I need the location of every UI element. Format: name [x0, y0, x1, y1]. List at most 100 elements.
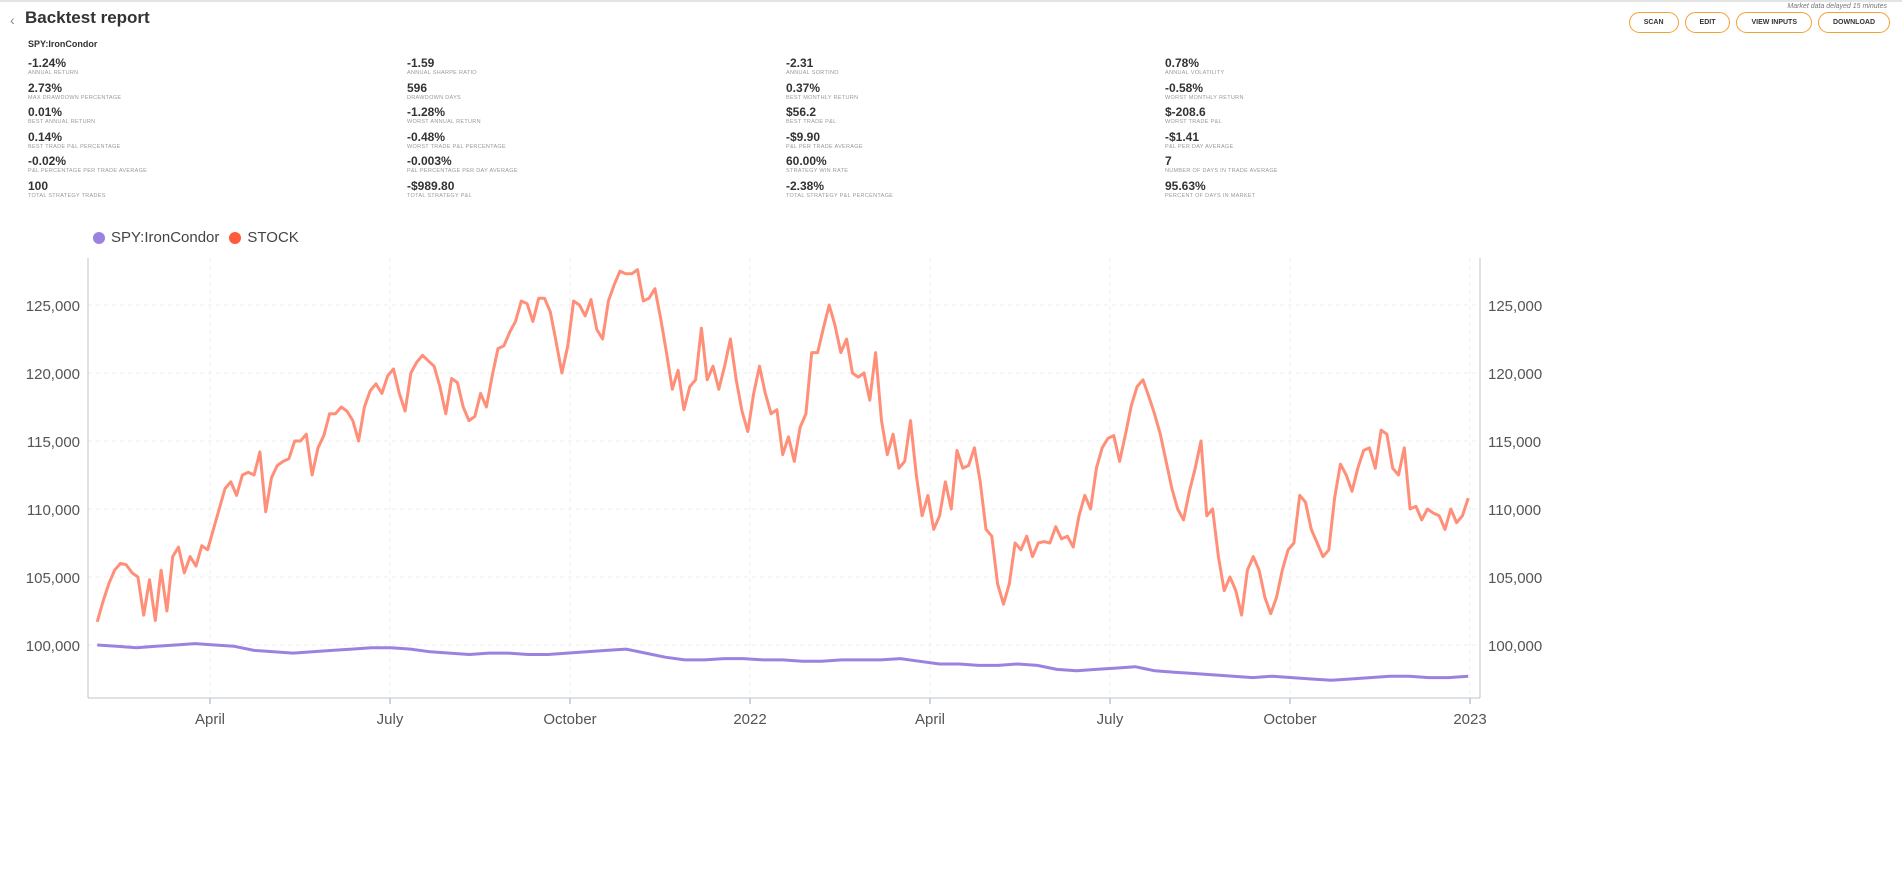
series-line-stock: [95, 268, 1470, 623]
stat-value: 7: [1165, 154, 1172, 168]
y-tick-label-left: 110,000: [27, 502, 80, 519]
stat-value: 60.00%: [786, 154, 827, 168]
stat-value: -$9.90: [786, 129, 821, 144]
stat-label: PERCENT OF DAYS IN MARKET: [1165, 192, 1256, 199]
stat-item: 0.37% BEST MONTHLY RETURN: [786, 81, 1165, 106]
chart-legend: SPY:IronCondor STOCK: [93, 229, 309, 246]
stat-item: -$989.80 TOTAL STRATEGY P&L: [407, 179, 786, 204]
stat-item: -0.58% WORST MONTHLY RETURN: [1165, 81, 1544, 106]
stat-label: NUMBER OF DAYS IN TRADE AVERAGE: [1165, 168, 1278, 174]
x-tick-label: 2022: [733, 711, 766, 728]
view-inputs-button[interactable]: VIEW INPUTS: [1736, 12, 1812, 33]
stat-value: -2.31: [786, 56, 814, 70]
stat-item: $56.2 BEST TRADE P&L: [786, 105, 1165, 130]
stat-label: BEST ANNUAL RETURN: [28, 119, 96, 125]
stat-value: -0.003%: [407, 154, 452, 168]
legend-label: STOCK: [247, 229, 299, 246]
y-tick-label-left: 120,000: [26, 366, 80, 383]
y-tick-label-left: 105,000: [26, 570, 80, 587]
stat-value: 0.78%: [1165, 56, 1200, 70]
stat-value: -2.38%: [786, 178, 825, 193]
stat-label: ANNUAL SHARPE RATIO: [407, 70, 477, 76]
stat-label: MAX DRAWDOWN PERCENTAGE: [28, 94, 122, 101]
stat-value: $56.2: [786, 105, 817, 119]
stat-label: P&L PERCENTAGE PER DAY AVERAGE: [407, 168, 518, 174]
stat-item: 0.14% BEST TRADE P&L PERCENTAGE: [28, 130, 407, 155]
back-chevron-icon[interactable]: ‹: [10, 12, 15, 28]
stat-value: 596: [407, 80, 428, 95]
stat-value: -1.28%: [407, 105, 446, 119]
legend-dot-icon: [93, 231, 105, 244]
legend-dot-icon: [229, 231, 242, 244]
stat-label: WORST TRADE P&L: [1165, 119, 1222, 125]
y-tick-label-right: 120,000: [1488, 366, 1542, 383]
y-tick-label-right: 110,000: [1488, 502, 1541, 519]
stat-label: TOTAL STRATEGY P&L PERCENTAGE: [786, 192, 894, 199]
stat-label: DRAWDOWN DAYS: [407, 94, 462, 101]
stat-value: 0.14%: [28, 129, 63, 144]
stat-label: TOTAL STRATEGY TRADES: [28, 192, 106, 199]
legend-item-stock[interactable]: STOCK: [229, 229, 299, 246]
x-tick-label: October: [543, 711, 596, 728]
x-tick-label: July: [377, 711, 404, 728]
stat-item: -$1.41 P&L PER DAY AVERAGE: [1165, 130, 1544, 155]
y-tick-label-left: 125,000: [26, 298, 80, 315]
stat-item: 0.01% BEST ANNUAL RETURN: [28, 105, 407, 130]
page-title: Backtest report: [25, 8, 150, 27]
stat-item: -2.31 ANNUAL SORTINO: [786, 56, 1165, 81]
x-tick-label: 2023: [1453, 711, 1486, 728]
stat-value: 95.63%: [1165, 178, 1206, 193]
stat-label: P&L PER DAY AVERAGE: [1165, 143, 1234, 150]
stat-label: WORST TRADE P&L PERCENTAGE: [407, 143, 506, 150]
stat-label: ANNUAL RETURN: [28, 70, 79, 76]
download-button[interactable]: DOWNLOAD: [1818, 12, 1890, 33]
stat-value: -0.02%: [28, 154, 67, 168]
stat-item: -1.24% ANNUAL RETURN: [28, 56, 407, 81]
x-tick-label: October: [1263, 711, 1316, 728]
legend-label: SPY:IronCondor: [111, 229, 220, 246]
stat-item: $-208.6 WORST TRADE P&L: [1165, 105, 1544, 130]
stat-value: 0.01%: [28, 105, 63, 119]
edit-button[interactable]: EDIT: [1684, 12, 1731, 33]
market-data-delay-note: Market data delayed 15 minutes: [1787, 3, 1887, 10]
stat-item: 100 TOTAL STRATEGY TRADES: [28, 179, 407, 204]
stat-item: 596 DRAWDOWN DAYS: [407, 81, 786, 106]
stat-label: P&L PERCENTAGE PER TRADE AVERAGE: [28, 168, 148, 174]
stat-item: 7 NUMBER OF DAYS IN TRADE AVERAGE: [1165, 154, 1544, 179]
stats-grid: -1.24% ANNUAL RETURN -1.59 ANNUAL SHARPE RA…: [28, 56, 1544, 203]
scan-button[interactable]: SCAN: [1628, 12, 1679, 33]
stat-value: -1.24%: [28, 56, 67, 70]
stat-item: 95.63% PERCENT OF DAYS IN MARKET: [1165, 179, 1544, 204]
legend-item-spy-ironcondor[interactable]: SPY:IronCondor: [93, 229, 219, 246]
y-tick-label-right: 105,000: [1488, 570, 1542, 587]
y-tick-label-left: 100,000: [26, 638, 80, 655]
stat-label: ANNUAL SORTINO: [786, 70, 839, 76]
stat-value: -0.58%: [1165, 80, 1204, 95]
stat-item: -0.02% P&L PERCENTAGE PER TRADE AVERAGE: [28, 154, 407, 179]
stat-label: ANNUAL VOLATILITY: [1165, 70, 1225, 76]
stat-label: WORST ANNUAL RETURN: [407, 119, 481, 125]
strategy-name: SPY:IronCondor: [28, 39, 98, 49]
stat-item: 0.78% ANNUAL VOLATILITY: [1165, 56, 1544, 81]
stat-value: -0.48%: [407, 129, 446, 144]
y-tick-label-right: 115,000: [1488, 434, 1541, 451]
stat-item: 60.00% STRATEGY WIN RATE: [786, 154, 1165, 179]
stat-item: -1.59 ANNUAL SHARPE RATIO: [407, 56, 786, 81]
x-tick-label: July: [1097, 711, 1124, 728]
stat-value: 0.37%: [786, 80, 821, 95]
stat-label: STRATEGY WIN RATE: [786, 168, 849, 174]
x-tick-label: April: [195, 711, 225, 728]
stat-item: 2.73% MAX DRAWDOWN PERCENTAGE: [28, 81, 407, 106]
stat-label: BEST TRADE P&L: [786, 119, 837, 125]
stat-label: BEST TRADE P&L PERCENTAGE: [28, 143, 121, 150]
series-line-spy-ironcondor: [97, 642, 1469, 682]
stat-label: WORST MONTHLY RETURN: [1165, 94, 1244, 101]
stat-item: -1.28% WORST ANNUAL RETURN: [407, 105, 786, 130]
stat-value: -1.59: [407, 56, 435, 70]
y-tick-label-right: 125,000: [1488, 298, 1542, 315]
stat-value: -$989.80: [407, 178, 455, 193]
stat-item: -$9.90 P&L PER TRADE AVERAGE: [786, 130, 1165, 155]
y-tick-label-right: 100,000: [1488, 638, 1542, 655]
stat-value: -$1.41: [1165, 129, 1200, 144]
